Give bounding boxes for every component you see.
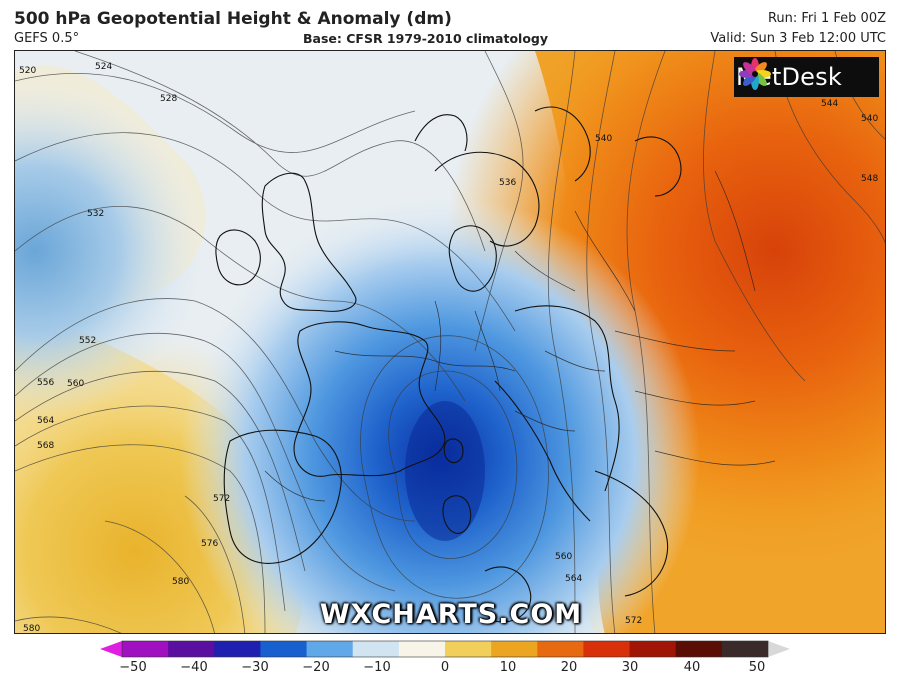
contour-label: 580	[172, 577, 189, 587]
country-borders	[264, 170, 776, 502]
colorbar-tick: 10	[499, 660, 517, 675]
colorbar-frame	[121, 640, 769, 658]
colorbar-cell	[675, 641, 723, 657]
colorbar-cell	[445, 641, 492, 657]
contour-label: 520	[19, 66, 36, 76]
colorbar-tick: 40	[683, 660, 701, 675]
contour-label: 548	[861, 174, 878, 184]
contour-label: 556	[37, 378, 54, 388]
climatology-base-label: Base: CFSR 1979-2010 climatology	[303, 31, 549, 46]
colorbar-cell	[260, 641, 308, 657]
contour-label: 532	[87, 209, 104, 219]
contour-label: 580	[23, 624, 40, 634]
colorbar-cells	[122, 641, 769, 657]
contour-label: 560	[67, 379, 84, 389]
chart-title: 500 hPa Geopotential Height & Anomaly (d…	[14, 9, 452, 29]
colorbar-tick: −50	[119, 660, 147, 675]
anomaly-map: 520 524 528 532 552 556 560 564 568 572 …	[14, 50, 886, 634]
coastlines	[215, 106, 682, 623]
contour-label: 540	[595, 134, 612, 144]
colorbar-min-arrow	[100, 641, 122, 657]
colorbar-cell	[629, 641, 677, 657]
run-time-label: Run: Fri 1 Feb 00Z	[767, 11, 886, 26]
colorbar-cell	[583, 641, 631, 657]
contour-label: 528	[160, 94, 177, 104]
colorbar-tick: 0	[440, 660, 450, 675]
colorbar-tick: −30	[241, 660, 269, 675]
colorbar-cell	[537, 641, 585, 657]
anomaly-colorbar	[100, 640, 790, 658]
colorbar-cell	[306, 641, 354, 657]
colorbar-tick: 30	[621, 660, 639, 675]
model-label: GEFS 0.5°	[14, 31, 80, 46]
contour-label: 536	[499, 178, 516, 188]
contour-label: 540	[861, 114, 878, 124]
height-contours	[15, 51, 885, 633]
contour-labels: 520 524 528 532 552 556 560 564 568 572 …	[19, 62, 878, 634]
colorbar-cell	[398, 641, 446, 657]
contour-label: 552	[79, 336, 96, 346]
contour-label: 524	[95, 62, 112, 72]
metdesk-flower-icon	[739, 58, 771, 90]
colorbar-cell	[168, 641, 215, 657]
chart-header: 500 hPa Geopotential Height & Anomaly (d…	[0, 0, 900, 48]
metdesk-logo: MetDesk	[734, 57, 879, 97]
colorbar-tick: −10	[363, 660, 391, 675]
contour-label: 560	[555, 552, 572, 562]
colorbar-tick: −40	[180, 660, 208, 675]
contour-label: 572	[625, 616, 642, 626]
colorbar-ticks: −50 −40 −30 −20 −10 0 10 20 30 40 50	[0, 660, 900, 682]
contour-label: 568	[37, 441, 54, 451]
colorbar-max-arrow	[768, 641, 790, 657]
colorbar-cell	[721, 641, 769, 657]
colorbar-tick: −20	[302, 660, 330, 675]
contour-label: 564	[37, 416, 54, 426]
colorbar-cell	[122, 641, 169, 657]
contour-label: 572	[213, 494, 230, 504]
contour-label: 544	[821, 99, 838, 109]
colorbar-tick: 20	[560, 660, 578, 675]
colorbar-tick: 50	[748, 660, 766, 675]
colorbar-cell	[352, 641, 400, 657]
map-canvas: 520 524 528 532 552 556 560 564 568 572 …	[15, 51, 885, 634]
wxcharts-watermark: WXCHARTS.COM	[319, 599, 583, 630]
contour-label: 564	[565, 574, 582, 584]
colorbar-cell	[214, 641, 262, 657]
colorbar-cell	[491, 641, 538, 657]
contour-label: 576	[201, 539, 218, 549]
valid-time-label: Valid: Sun 3 Feb 12:00 UTC	[710, 31, 886, 46]
